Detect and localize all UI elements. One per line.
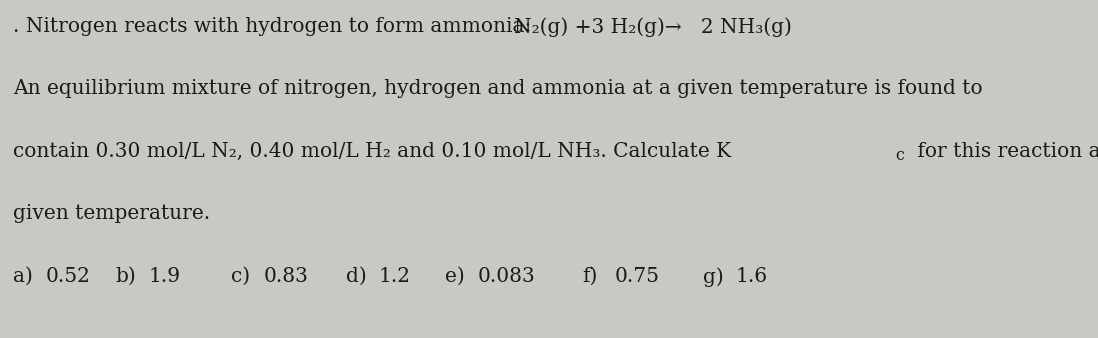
Text: 0.83: 0.83 (264, 267, 309, 286)
Text: for this reaction at the: for this reaction at the (911, 142, 1098, 161)
Text: 0.083: 0.083 (478, 267, 536, 286)
Text: 1.6: 1.6 (736, 267, 768, 286)
Text: c: c (895, 147, 904, 164)
Text: e): e) (445, 267, 464, 286)
Text: f): f) (582, 267, 597, 286)
Text: a): a) (13, 267, 33, 286)
Text: given temperature.: given temperature. (13, 204, 211, 223)
Text: g): g) (703, 267, 724, 287)
Text: An equilibrium mixture of nitrogen, hydrogen and ammonia at a given temperature : An equilibrium mixture of nitrogen, hydr… (13, 79, 983, 98)
Text: 0.75: 0.75 (615, 267, 660, 286)
Text: c): c) (231, 267, 249, 286)
Text: b): b) (115, 267, 136, 286)
Text: 1.9: 1.9 (148, 267, 180, 286)
Text: N₂(g) +3 H₂(g)→   2 NH₃(g): N₂(g) +3 H₂(g)→ 2 NH₃(g) (514, 17, 792, 37)
Text: 1.2: 1.2 (379, 267, 411, 286)
Text: contain 0.30 mol/L N₂, 0.40 mol/L H₂ and 0.10 mol/L NH₃. Calculate K: contain 0.30 mol/L N₂, 0.40 mol/L H₂ and… (13, 142, 731, 161)
Text: . Nitrogen reacts with hydrogen to form ammonia:: . Nitrogen reacts with hydrogen to form … (13, 17, 531, 36)
Text: d): d) (346, 267, 367, 286)
Text: 0.52: 0.52 (46, 267, 91, 286)
